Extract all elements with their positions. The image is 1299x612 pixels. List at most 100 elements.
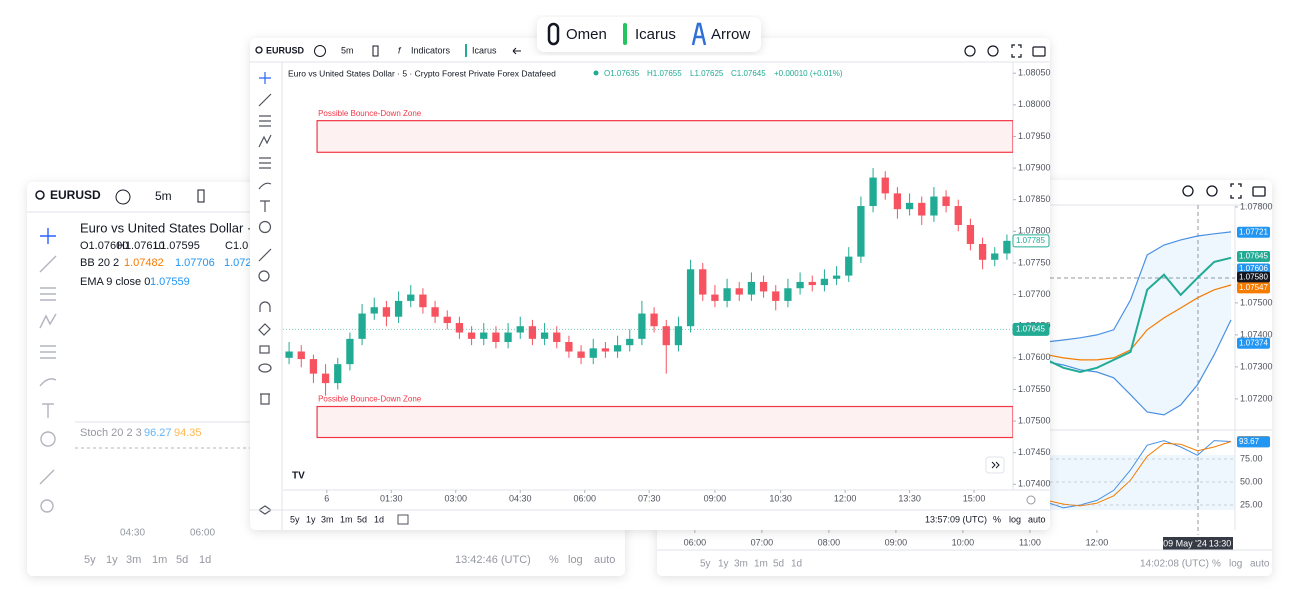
y-tick-label: 1.07500: [1240, 297, 1273, 307]
range[interactable]: 1d: [199, 554, 211, 566]
settings-icon[interactable]: [1206, 185, 1218, 197]
date-range-icon[interactable]: [397, 514, 409, 525]
candle-body: [431, 307, 439, 317]
legend-low: L1.07595: [154, 240, 200, 252]
log-toggle[interactable]: log: [568, 554, 583, 566]
snapshot-icon[interactable]: [1252, 186, 1266, 197]
line-tool[interactable]: [258, 93, 272, 107]
range[interactable]: 3m: [734, 559, 748, 570]
range[interactable]: 1m: [754, 559, 768, 570]
range[interactable]: 3m: [126, 554, 141, 566]
y-tick-label: 1.07700: [1018, 289, 1051, 299]
delete-tool[interactable]: [260, 393, 270, 405]
candle-body: [820, 278, 829, 286]
axis-settings[interactable]: [1026, 495, 1036, 505]
legend-title: Euro vs United States Dollar ·: [80, 220, 251, 235]
range-bar: 5y 1y 3m 1m 5d 1d 13:42:46 (UTC) % log a…: [84, 554, 615, 566]
emoji-tool[interactable]: [258, 220, 272, 234]
legend-low: L1.07625: [690, 69, 724, 78]
range[interactable]: 1d: [791, 559, 802, 570]
brush-tool[interactable]: [39, 378, 57, 387]
range[interactable]: 5y: [700, 559, 711, 570]
settings-icon[interactable]: [987, 45, 999, 57]
template[interactable]: Icarus: [472, 45, 497, 55]
fullscreen-icon[interactable]: [1011, 44, 1022, 58]
watermark-logo: TV: [292, 471, 305, 482]
channel-tool[interactable]: [259, 115, 271, 127]
chart-type-icon[interactable]: [197, 189, 205, 203]
cursor-tool[interactable]: [259, 72, 271, 84]
log-toggle[interactable]: log: [1009, 514, 1021, 524]
price-axis: 1.07800 1.07500 1.07400 1.07300 1.07200 75.00…: [660, 201, 1273, 547]
candle-body: [443, 316, 451, 324]
pattern-tool[interactable]: [258, 134, 272, 148]
range[interactable]: 5d: [176, 554, 188, 566]
alert-icon[interactable]: [1182, 185, 1194, 197]
indicators-button[interactable]: Indicators: [411, 45, 451, 55]
stoch-plot: [1046, 440, 1232, 509]
percent-toggle[interactable]: %: [1212, 559, 1221, 570]
fib-tool[interactable]: [259, 157, 271, 169]
magnet-tool[interactable]: [259, 301, 271, 312]
range[interactable]: 1m: [152, 554, 167, 566]
chart-type-icon[interactable]: [372, 45, 379, 57]
brand[interactable]: Arrow: [711, 26, 750, 43]
range[interactable]: 1y: [718, 559, 729, 570]
text-tool[interactable]: [42, 403, 54, 418]
stoch-tick-label: 50.00: [1240, 476, 1263, 486]
auto-toggle[interactable]: auto: [594, 554, 615, 566]
range[interactable]: 5d: [357, 514, 367, 524]
range[interactable]: 1m: [340, 514, 353, 524]
x-tick-label: 04:30: [509, 493, 532, 503]
lock-tool[interactable]: [259, 345, 270, 354]
candle-body: [370, 307, 378, 314]
range[interactable]: 5d: [773, 559, 784, 570]
range[interactable]: 1y: [306, 514, 316, 524]
emoji-tool[interactable]: [40, 431, 56, 447]
fib-tool[interactable]: [40, 345, 56, 359]
brand[interactable]: Omen: [566, 26, 607, 43]
percent-toggle[interactable]: %: [993, 514, 1001, 524]
range[interactable]: 1d: [374, 514, 384, 524]
zoom-tool[interactable]: [258, 270, 270, 282]
candle-body: [942, 196, 950, 207]
zoom-tool[interactable]: [40, 499, 54, 513]
clock: 13:42:46 (UTC): [455, 554, 531, 566]
text-tool[interactable]: [260, 200, 270, 212]
search-icon[interactable]: [255, 46, 263, 54]
cursor-tool[interactable]: [40, 228, 56, 244]
x-tick-label: 11:00: [1019, 537, 1041, 547]
percent-toggle[interactable]: %: [549, 554, 559, 566]
x-tick-label: 08:00: [818, 537, 841, 547]
price-label-box: [1237, 337, 1270, 349]
auto-toggle[interactable]: auto: [1028, 514, 1046, 524]
visibility-tool[interactable]: [258, 363, 272, 373]
add-icon[interactable]: [115, 189, 131, 205]
interval[interactable]: 5m: [155, 189, 172, 203]
log-toggle[interactable]: log: [1229, 559, 1242, 570]
range[interactable]: 3m: [321, 514, 334, 524]
range[interactable]: 1y: [106, 554, 118, 566]
brand[interactable]: Icarus: [635, 26, 676, 43]
undo-icon[interactable]: [512, 47, 521, 55]
indicators-icon[interactable]: f: [398, 45, 402, 55]
pattern-tool[interactable]: [39, 313, 57, 329]
search-icon[interactable]: [35, 190, 45, 200]
lock-drawings[interactable]: [258, 323, 271, 336]
symbol[interactable]: EURUSD: [266, 45, 305, 55]
price-label-box: [1237, 271, 1270, 283]
range[interactable]: 5y: [84, 554, 96, 566]
ruler-tool[interactable]: [258, 248, 272, 262]
symbol[interactable]: EURUSD: [50, 188, 101, 202]
alert-icon[interactable]: [964, 45, 976, 57]
fullscreen-icon[interactable]: [1230, 183, 1242, 199]
line-tool[interactable]: [39, 255, 57, 273]
snapshot-icon[interactable]: [1032, 46, 1046, 57]
ruler-tool[interactable]: [39, 469, 55, 485]
channel-tool[interactable]: [40, 287, 56, 301]
range[interactable]: 5y: [290, 514, 300, 524]
brush-tool[interactable]: [258, 182, 272, 190]
interval[interactable]: 5m: [341, 45, 354, 55]
add-icon[interactable]: [314, 45, 326, 57]
auto-toggle[interactable]: auto: [1250, 559, 1270, 570]
